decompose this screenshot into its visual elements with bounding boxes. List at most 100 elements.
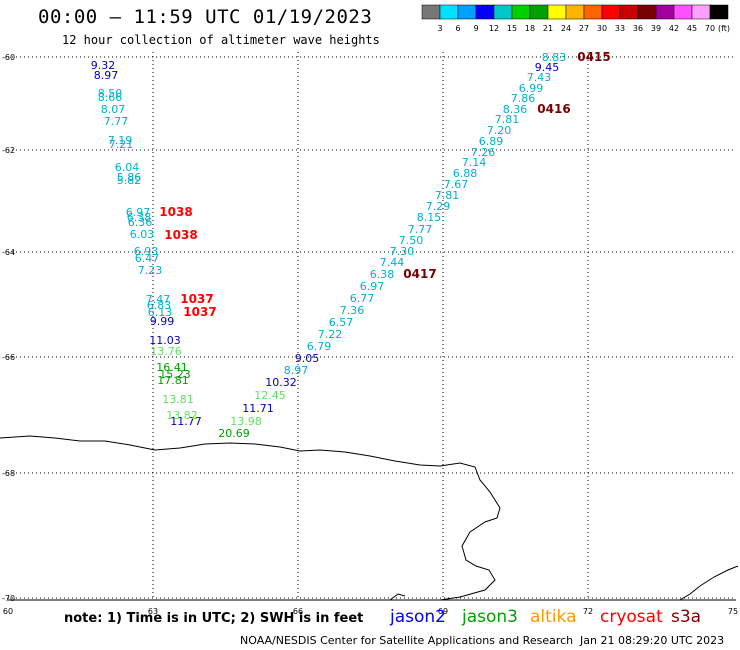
wave-height-label: 7.44 <box>380 256 405 269</box>
lon-tick-label: 72 <box>583 607 593 616</box>
color-scale-label: 3 <box>437 24 442 33</box>
wave-height-label: 9.05 <box>295 352 320 365</box>
cycle-label: 0415 <box>577 50 610 64</box>
wave-height-label: 13.76 <box>150 345 182 358</box>
wave-height-label: 7.14 <box>462 156 487 169</box>
wave-height-label: 7.77 <box>104 115 129 128</box>
satellite-jason2: jason2 <box>390 607 446 627</box>
wave-height-label: 10.32 <box>265 376 297 389</box>
wave-height-label: 11.03 <box>149 334 181 347</box>
wave-height-label: 6.97 <box>126 206 151 219</box>
satellite-jason3: jason3 <box>462 607 518 627</box>
wave-height-label: 6.57 <box>329 316 354 329</box>
color-swatch <box>709 4 729 20</box>
cycle-label: 1037 <box>180 292 213 306</box>
wave-height-label: 7.22 <box>318 328 343 341</box>
color-scale-label: 6 <box>455 24 460 33</box>
coastline-inlet <box>389 593 406 601</box>
wave-height-label: 7.36 <box>340 304 365 317</box>
color-swatch <box>421 4 441 20</box>
color-scale-label: 70 <box>705 24 715 33</box>
wave-height-label: 12.45 <box>254 389 286 402</box>
wave-height-label: 8.15 <box>417 211 442 224</box>
coastline-path <box>0 435 739 601</box>
wave-height-label: 8.97 <box>284 364 309 377</box>
wave-height-label: 7.77 <box>408 223 433 236</box>
wave-height-label: 7.30 <box>390 245 415 258</box>
color-swatch <box>691 4 711 20</box>
color-swatch <box>601 4 621 20</box>
color-scale-bar: 3 6 9 12 15 18 21 24 27 30 33 36 39 42 45 70 (ft) <box>421 4 730 33</box>
cycle-label: 1038 <box>159 205 192 219</box>
wave-height-label: 9.99 <box>150 315 175 328</box>
color-scale-label: 27 <box>579 24 589 33</box>
wave-height-label: 7.86 <box>511 92 536 105</box>
lon-tick-label: 60 <box>3 607 13 616</box>
wave-height-label: 6.77 <box>350 292 375 305</box>
color-scale-label: 9 <box>473 24 478 33</box>
color-swatch <box>529 4 549 20</box>
color-swatch <box>655 4 675 20</box>
wave-height-label: 9.45 <box>535 61 560 74</box>
wave-height-label: 13.81 <box>162 393 194 406</box>
wave-height-label: 5.82 <box>117 174 142 187</box>
footer-note: note: 1) Time is in UTC; 2) SWH is in fe… <box>64 611 364 626</box>
color-swatch <box>457 4 477 20</box>
wave-height-label: 13.98 <box>230 415 262 428</box>
color-scale-label: 24 <box>561 24 571 33</box>
wave-height-label: 7.81 <box>495 113 520 126</box>
cycle-label: 0417 <box>403 267 436 281</box>
wave-height-label: 6.93 <box>134 245 159 258</box>
lat-tick-label: -62 <box>2 146 15 155</box>
wave-height-label: 6.38 <box>127 211 152 224</box>
map-subtitle: 12 hour collection of altimeter wave hei… <box>62 33 380 47</box>
wave-height-label: 6.47 <box>135 252 160 265</box>
wave-height-label: 7.29 <box>426 200 451 213</box>
color-scale-label: 21 <box>543 24 553 33</box>
color-scale-label: 36 <box>633 24 643 33</box>
lon-tick-label: 69 <box>438 607 448 616</box>
wave-height-label: 11.77 <box>170 415 202 428</box>
wave-height-label: 16.41 <box>156 361 188 374</box>
lon-tick-label: 63 <box>148 607 158 616</box>
color-swatch <box>511 4 531 20</box>
lon-tick-label: 66 <box>293 607 303 616</box>
wave-height-label: 8.07 <box>101 103 126 116</box>
wave-height-label: 7.20 <box>487 124 512 137</box>
color-scale-label: 30 <box>597 24 607 33</box>
satellite-cryosat: cryosat <box>600 607 663 627</box>
coastline <box>0 435 739 601</box>
satellite-s3a: s3a <box>671 607 702 627</box>
wave-height-label: 6.03 <box>130 228 155 241</box>
color-scale-label: 42 <box>669 24 679 33</box>
wave-height-label: 20.69 <box>218 427 250 440</box>
wave-height-label: 6.89 <box>479 135 504 148</box>
color-scale-label: 15 <box>507 24 517 33</box>
wave-height-label: 7.19 <box>108 134 133 147</box>
color-scale-label: (ft) <box>718 24 730 33</box>
color-swatch <box>673 4 693 20</box>
wave-height-label: 11.71 <box>242 402 274 415</box>
color-swatch <box>439 4 459 20</box>
altimeter-tracks: 8.837.436.997.868.367.817.206.897.267.14… <box>91 51 567 440</box>
color-scale-label: 39 <box>651 24 661 33</box>
color-swatch <box>493 4 513 20</box>
color-swatch <box>547 4 567 20</box>
wave-height-label: 17.81 <box>157 374 189 387</box>
wave-height-label: 6.04 <box>115 161 140 174</box>
wave-height-label: 7.81 <box>435 189 460 202</box>
wave-height-label: 8.66 <box>98 91 123 104</box>
lon-tick-label: 75 <box>728 607 738 616</box>
color-swatch <box>583 4 603 20</box>
timestamp-text: Jan 21 08:29:20 UTC 2023 <box>580 634 725 647</box>
lat-tick-label: -64 <box>2 248 15 257</box>
wave-height-label: 7.47 <box>146 293 171 306</box>
credit-text: NOAA/NESDIS Center for Satellite Applica… <box>240 634 574 647</box>
lat-tick-label: -70 <box>2 594 15 603</box>
color-scale-label: 33 <box>615 24 625 33</box>
wave-height-label: 7.67 <box>444 178 469 191</box>
color-scale-label: 12 <box>489 24 499 33</box>
wave-height-label: 6.88 <box>453 167 478 180</box>
cycle-label: 1038 <box>164 228 197 242</box>
